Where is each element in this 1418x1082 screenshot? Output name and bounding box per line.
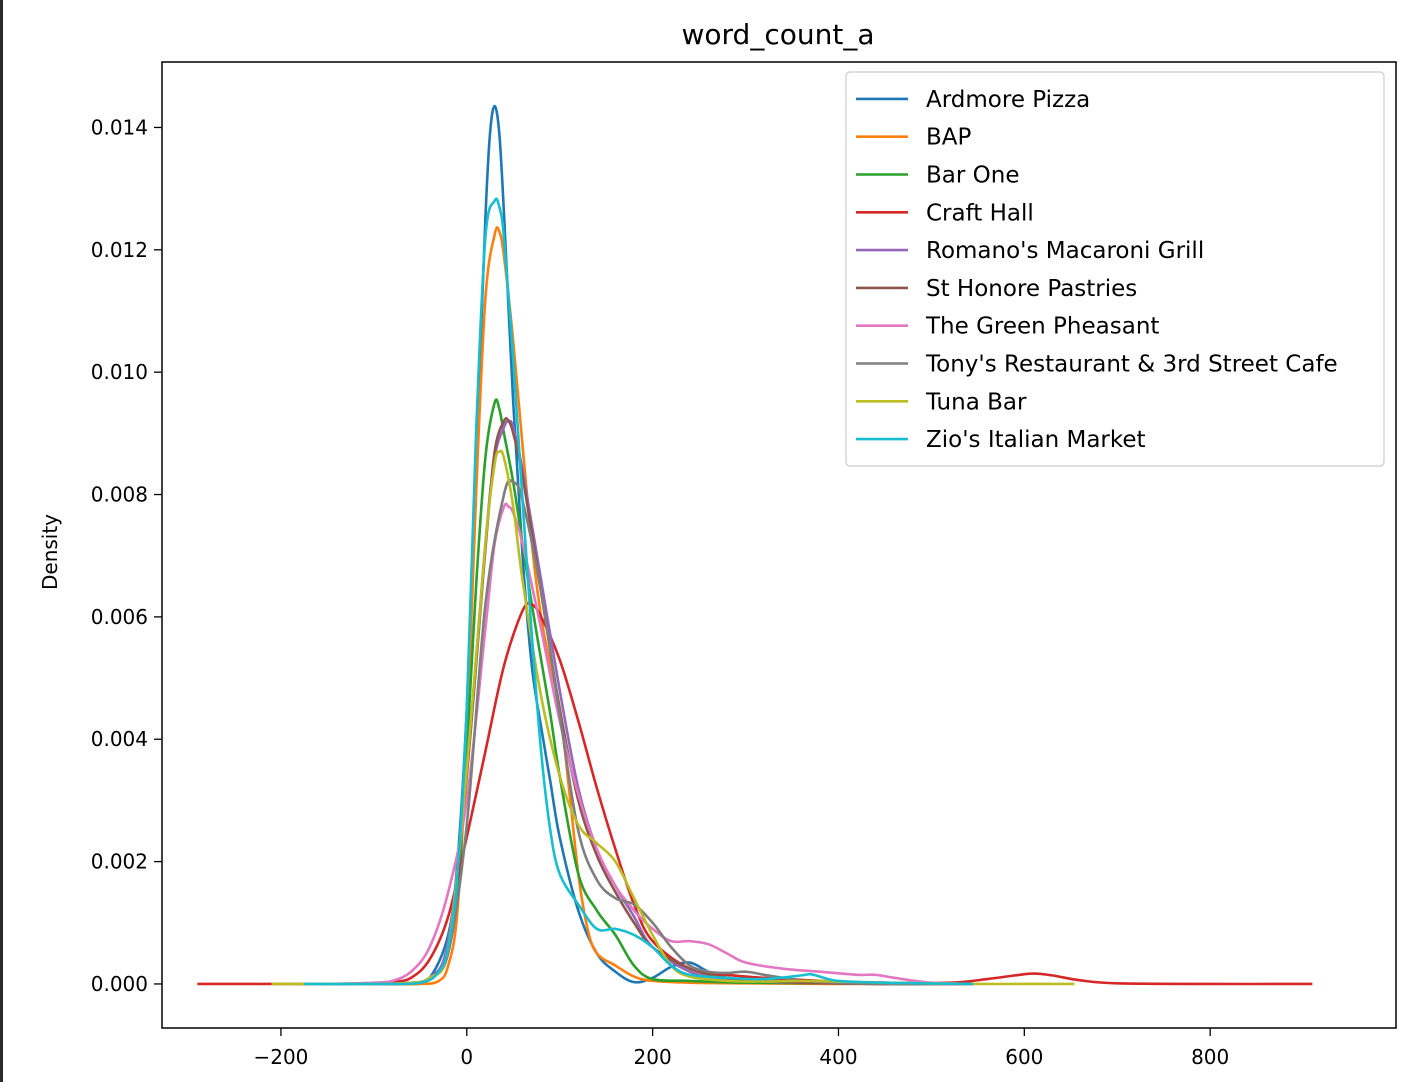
legend-label-st-honore-pastries: St Honore Pastries — [926, 276, 1137, 302]
x-tick-label: 400 — [819, 1045, 857, 1069]
legend-label-romano-s-macaroni-grill: Romano's Macaroni Grill — [926, 238, 1204, 264]
legend-box — [845, 71, 1385, 467]
y-tick-label: 0.012 — [91, 238, 148, 262]
series-line-bar-one — [299, 398, 974, 986]
series-line-tony-s-restaurant-3rd-street-cafe — [299, 479, 974, 986]
series-line-romano-s-macaroni-grill — [299, 419, 974, 986]
y-tick-label: 0.000 — [91, 972, 148, 996]
legend-label-tony-s-restaurant-3rd-street-cafe: Tony's Restaurant & 3rd Street Cafe — [925, 352, 1338, 378]
series-line-zio-s-italian-market — [304, 197, 974, 986]
legend-label-craft-hall: Craft Hall — [926, 200, 1034, 226]
legend-label-zio-s-italian-market: Zio's Italian Market — [926, 427, 1146, 453]
legend-label-tuna-bar: Tuna Bar — [925, 389, 1027, 415]
x-tick-label: 200 — [634, 1045, 672, 1069]
y-tick-label: 0.006 — [91, 605, 148, 629]
series-line-tuna-bar — [271, 449, 1075, 986]
y-axis: 0.000 0.002 0.004 0.006 0.008 0.010 0.012 0.014 — [91, 115, 162, 996]
chart-title: word_count_a — [682, 18, 875, 51]
legend: Ardmore Pizza BAP Bar One Craft Hall Romano'… — [845, 71, 1385, 467]
y-tick-label: 0.004 — [91, 727, 148, 751]
legend-label-bar-one: Bar One — [926, 163, 1019, 189]
series-line-craft-hall — [197, 602, 1313, 986]
series-line-st-honore-pastries — [299, 417, 974, 986]
legend-label-the-green-pheasant: The Green Pheasant — [925, 314, 1159, 340]
x-tick-label: 600 — [1005, 1045, 1043, 1069]
x-tick-label: 800 — [1191, 1045, 1229, 1069]
y-tick-label: 0.010 — [91, 360, 148, 384]
series-layer — [197, 104, 1313, 986]
x-tick-label: −200 — [253, 1045, 308, 1069]
window-edge — [0, 0, 3, 1082]
plot-frame — [161, 61, 1397, 1029]
legend-label-bap: BAP — [926, 125, 972, 151]
y-tick-label: 0.002 — [91, 850, 148, 874]
y-axis-label: Density — [38, 514, 62, 590]
y-tick-label: 0.008 — [91, 483, 148, 507]
series-line-the-green-pheasant — [271, 502, 974, 986]
legend-label-ardmore-pizza: Ardmore Pizza — [926, 87, 1090, 113]
y-tick-label: 0.014 — [91, 115, 148, 139]
x-axis: −200 0 200 400 600 800 — [253, 1028, 1229, 1069]
x-tick-label: 0 — [460, 1045, 473, 1069]
